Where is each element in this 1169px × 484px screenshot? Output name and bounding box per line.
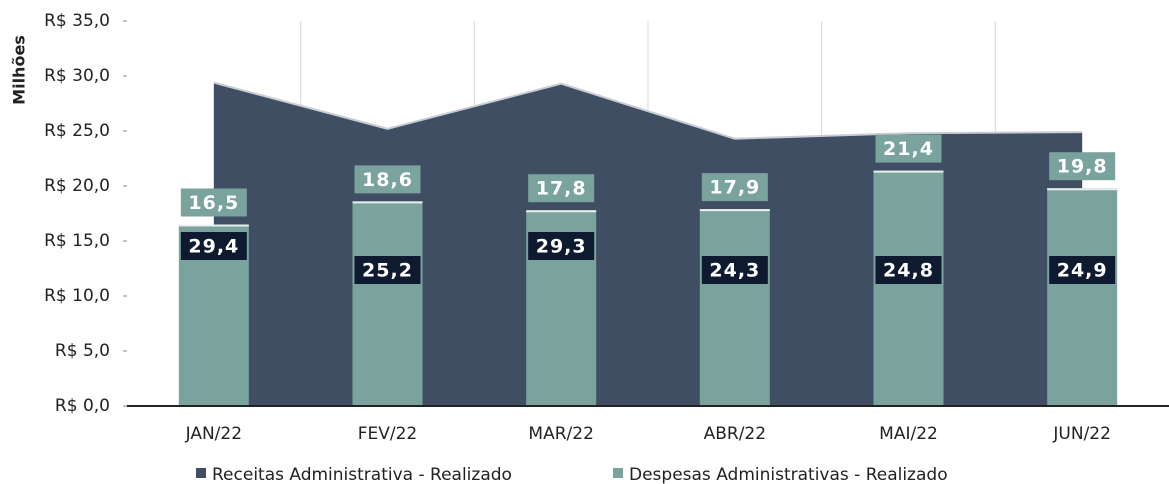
y-tick-label: R$ 20,0 [44,176,110,196]
data-label: 16,5 [180,188,247,217]
data-label-text: 25,2 [362,260,413,282]
legend-label: Receitas Administrativa - Realizado [212,465,512,484]
data-label: 18,6 [354,165,421,194]
data-label-text: 17,9 [709,177,760,199]
data-label-box [354,256,421,284]
area [213,82,1083,406]
legend-label: Despesas Administrativas - Realizado [629,465,948,484]
data-label: 29,3 [528,232,595,260]
data-label-box [875,256,942,284]
data-label-box [875,134,942,163]
legend-swatch [196,468,206,478]
data-label: 29,4 [180,232,247,260]
data-label: 19,8 [1049,152,1116,181]
y-axis-title: Milhões [10,35,29,105]
data-label: 17,8 [528,174,595,203]
x-tick-label: JAN/22 [185,424,242,444]
y-tick-label: R$ 10,0 [44,286,110,306]
data-label-text: 16,5 [188,192,239,214]
data-label-box [528,232,595,260]
x-tick-label: MAI/22 [879,424,938,444]
y-tick-label: R$ 30,0 [44,66,110,86]
data-label-text: 29,3 [536,236,587,258]
data-label-text: 24,9 [1057,260,1108,282]
data-label: 17,9 [701,173,768,202]
data-label-text: 24,8 [883,260,934,282]
y-tick-label: R$ 35,0 [44,11,110,31]
data-label: 24,8 [875,256,942,284]
data-label-text: 24,3 [709,260,760,282]
data-label-box [528,174,595,203]
x-tick-label: MAR/22 [528,424,593,444]
area-edge [213,81,1083,140]
data-label-text: 17,8 [536,178,587,200]
x-tick-label: ABR/22 [704,424,766,444]
x-tick-label: JUN/22 [1052,424,1111,444]
data-label-text: 21,4 [883,138,934,160]
data-label: 24,9 [1049,256,1116,284]
y-tick-label: R$ 0,0 [55,396,110,416]
data-label-box [1049,256,1116,284]
y-tick-label: R$ 25,0 [44,121,110,141]
data-label-box [180,232,247,260]
data-label-box [1049,152,1116,181]
data-label-text: 19,8 [1057,156,1108,178]
data-label: 25,2 [354,256,421,284]
data-label: 21,4 [875,134,942,163]
y-tick-label: R$ 15,0 [44,231,110,251]
bar [699,209,770,406]
data-label-text: 18,6 [362,169,413,191]
legend-swatch [613,468,623,478]
data-label-box [180,188,247,217]
bar [873,170,944,406]
bar [352,201,423,406]
x-tick-label: FEV/22 [358,424,418,444]
data-label-box [354,165,421,194]
data-label-box [701,256,768,284]
y-tick-label: R$ 5,0 [55,341,110,361]
bar [1047,188,1118,406]
data-label-text: 29,4 [188,236,239,258]
data-label: 24,3 [701,256,768,284]
data-label-box [701,173,768,202]
